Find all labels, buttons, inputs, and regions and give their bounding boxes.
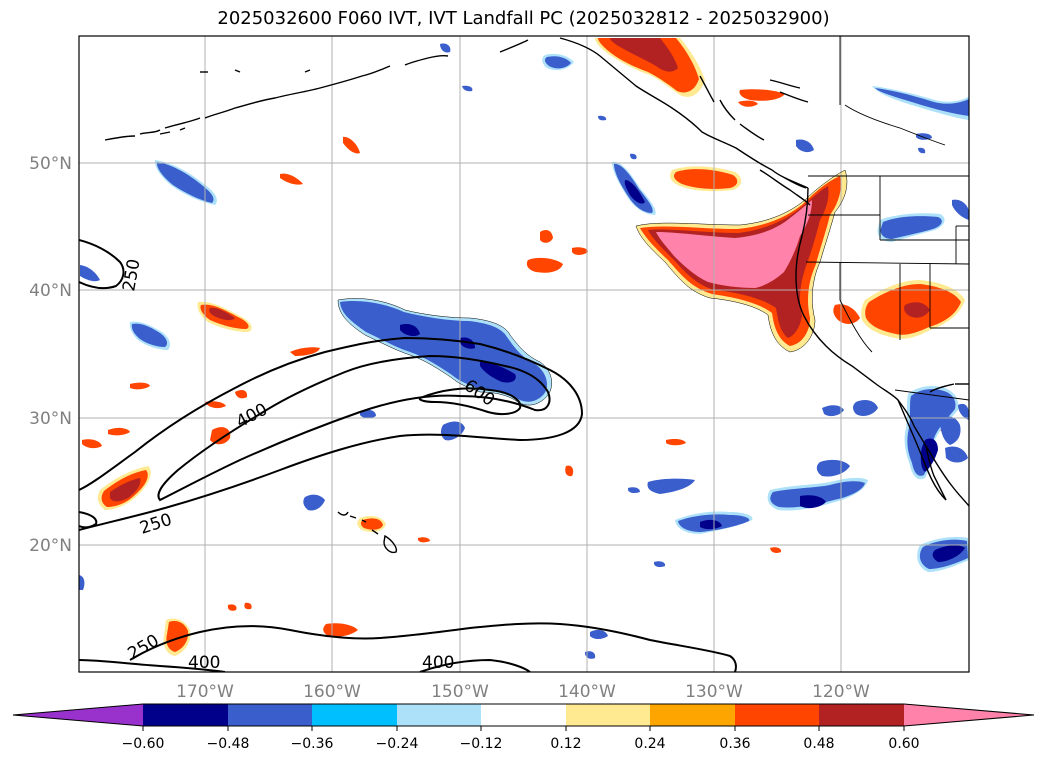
colorbar-tick-label: −0.24 xyxy=(376,736,419,752)
colorbar-tick-label: 0.48 xyxy=(803,736,834,752)
lon-label-150w: 150°W xyxy=(431,682,489,702)
lon-label-170w: 170°W xyxy=(176,682,234,702)
colorbar-segment xyxy=(735,704,819,726)
colorbar-tick-label: −0.36 xyxy=(291,736,334,752)
colorbar-extend-right xyxy=(904,704,1034,726)
colorbar-tick-label: 0.12 xyxy=(550,736,581,752)
graticule xyxy=(79,36,969,672)
colorbar: −0.60 −0.48 −0.36 −0.24 −0.12 0.12 0.24 … xyxy=(12,703,1035,752)
colorbar-ticks xyxy=(142,726,905,731)
colorbar-segment xyxy=(566,704,650,726)
colorbar-tick-label: −0.60 xyxy=(122,736,165,752)
colorbar-tick-label: 0.60 xyxy=(888,736,919,752)
lat-label-20n: 20°N xyxy=(29,536,72,556)
longitude-labels: 170°W 160°W 150°W 140°W 130°W 120°W xyxy=(176,682,870,702)
lon-label-160w: 160°W xyxy=(303,682,361,702)
colorbar-segment xyxy=(650,704,735,726)
lon-label-120w: 120°W xyxy=(812,682,870,702)
colorbar-segment xyxy=(481,704,566,726)
negative-pc-fills xyxy=(79,43,969,659)
colorbar-tick-label: −0.12 xyxy=(460,736,503,752)
lat-label-30n: 30°N xyxy=(29,409,72,429)
coastlines xyxy=(104,37,969,554)
colorbar-extend-left xyxy=(13,704,143,726)
colorbar-segment xyxy=(228,704,312,726)
colorbar-segment xyxy=(397,704,481,726)
lat-label-50n: 50°N xyxy=(29,154,72,174)
lon-label-140w: 140°W xyxy=(558,682,616,702)
colorbar-segment xyxy=(143,704,228,726)
map-title: 2025032600 F060 IVT, IVT Landfall PC (20… xyxy=(217,8,830,29)
colorbar-tick-label: 0.24 xyxy=(634,736,665,752)
lat-label-40n: 40°N xyxy=(29,281,72,301)
contour-label-400-bottom-center: 400 xyxy=(422,653,454,673)
latitude-labels: 50°N 40°N 30°N 20°N xyxy=(29,154,72,556)
colorbar-tick-label: 0.36 xyxy=(719,736,750,752)
blob-outlines xyxy=(337,169,848,406)
contour-label-400-bottom-left: 400 xyxy=(188,653,220,673)
colorbar-segment xyxy=(819,704,904,726)
map-border xyxy=(78,35,970,673)
lon-label-130w: 130°W xyxy=(685,682,743,702)
ivt-contours xyxy=(79,239,737,672)
colorbar-tick-label: −0.48 xyxy=(207,736,250,752)
colorbar-segment xyxy=(312,704,397,726)
